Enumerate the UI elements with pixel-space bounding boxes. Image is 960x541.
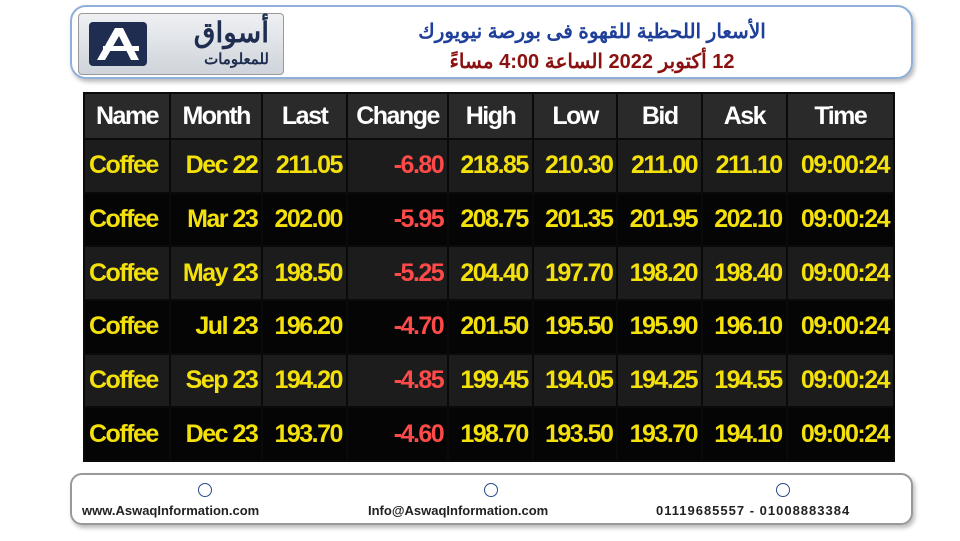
cell: 198.20 xyxy=(618,247,702,299)
table-row: Coffee Jul 23 196.20 -4.70 201.50 195.50 195.9… xyxy=(85,300,893,353)
column-header: Time xyxy=(787,94,893,138)
cell: 196.20 xyxy=(263,300,346,353)
website: www.AswaqInformation.com xyxy=(82,503,260,518)
header-row: Name Month Last Change High Low Bid Ask Time xyxy=(85,94,893,138)
footer: www.AswaqInformation.com Info@AswaqInfor… xyxy=(70,473,913,525)
column-header: Ask xyxy=(703,94,786,138)
cell: -4.60 xyxy=(347,408,448,460)
cell: Coffee xyxy=(85,247,170,299)
cell: 198.50 xyxy=(263,247,346,299)
logo: أسواق للمعلومات xyxy=(78,13,284,75)
cell: 211.00 xyxy=(618,140,702,192)
cell: 09:00:24 xyxy=(787,300,893,353)
email: Info@AswaqInformation.com xyxy=(368,503,549,518)
cell: Coffee xyxy=(85,140,170,192)
cell: 218.85 xyxy=(449,140,532,192)
cell: 201.50 xyxy=(449,300,532,353)
subtitle: 12 أكتوبر 2022 الساعة 4:00 مساءً xyxy=(449,51,735,73)
column-header: Month xyxy=(171,94,262,138)
cell: 193.70 xyxy=(618,408,702,460)
table-row: Coffee Dec 22 211.05 -6.80 218.85 210.30 211.0… xyxy=(85,140,893,192)
column-header: Name xyxy=(85,94,170,138)
cell: Sep 23 xyxy=(171,354,262,407)
header-card: أسواق للمعلومات الأسعار اللحظية للقهوة ف… xyxy=(70,5,913,79)
cell: -5.25 xyxy=(347,247,448,299)
cell: 09:00:24 xyxy=(787,140,893,192)
cell: 199.45 xyxy=(449,354,532,407)
cell: 197.70 xyxy=(533,247,617,299)
cell: Jul 23 xyxy=(171,300,262,353)
cell: 195.90 xyxy=(618,300,702,353)
cell: -6.80 xyxy=(347,140,448,192)
cell: 09:00:24 xyxy=(787,193,893,246)
logo-name: أسواق xyxy=(193,17,269,48)
cell: Coffee xyxy=(85,300,170,353)
cell: 202.10 xyxy=(703,193,786,246)
logo-icon xyxy=(89,22,147,66)
cell: Coffee xyxy=(85,193,170,246)
cell: -4.70 xyxy=(347,300,448,353)
cell: 194.25 xyxy=(618,354,702,407)
cell: 201.95 xyxy=(618,193,702,246)
table-row: Coffee May 23 198.50 -5.25 204.40 197.70 198.2… xyxy=(85,247,893,299)
cell: 196.10 xyxy=(703,300,786,353)
cell: Dec 23 xyxy=(171,408,262,460)
phone-icon xyxy=(776,483,790,497)
cell: -4.85 xyxy=(347,354,448,407)
title: الأسعار اللحظية للقهوة فى بورصة نيويورك xyxy=(418,21,766,43)
price-table: Name Month Last Change High Low Bid Ask Time Coff… xyxy=(83,92,895,462)
cell: 211.10 xyxy=(703,140,786,192)
cell: 204.40 xyxy=(449,247,532,299)
cell: 210.30 xyxy=(533,140,617,192)
cell: 09:00:24 xyxy=(787,247,893,299)
column-header: High xyxy=(449,94,532,138)
table-row: Coffee Dec 23 193.70 -4.60 198.70 193.50 193.7… xyxy=(85,408,893,460)
web-icon xyxy=(198,483,212,497)
cell: Coffee xyxy=(85,354,170,407)
cell: Dec 22 xyxy=(171,140,262,192)
cell: 194.05 xyxy=(533,354,617,407)
logo-tagline: للمعلومات xyxy=(204,51,269,68)
table-row: Coffee Mar 23 202.00 -5.95 208.75 201.35 201.9… xyxy=(85,193,893,246)
cell: May 23 xyxy=(171,247,262,299)
email-icon xyxy=(484,483,498,497)
column-header: Last xyxy=(263,94,346,138)
column-header: Low xyxy=(533,94,617,138)
table-row: Coffee Sep 23 194.20 -4.85 199.45 194.05 194.2… xyxy=(85,354,893,407)
column-header: Change xyxy=(347,94,448,138)
cell: 211.05 xyxy=(263,140,346,192)
phone: 01119685557 - 01008883384 xyxy=(656,503,851,518)
cell: -5.95 xyxy=(347,193,448,246)
column-header: Bid xyxy=(618,94,702,138)
cell: 198.40 xyxy=(703,247,786,299)
cell: Mar 23 xyxy=(171,193,262,246)
cell: 194.20 xyxy=(263,354,346,407)
cell: 198.70 xyxy=(449,408,532,460)
cell: 194.10 xyxy=(703,408,786,460)
cell: 193.70 xyxy=(263,408,346,460)
cell: 194.55 xyxy=(703,354,786,407)
cell: 09:00:24 xyxy=(787,408,893,460)
cell: Coffee xyxy=(85,408,170,460)
cell: 193.50 xyxy=(533,408,617,460)
cell: 09:00:24 xyxy=(787,354,893,407)
cell: 208.75 xyxy=(449,193,532,246)
cell: 195.50 xyxy=(533,300,617,353)
cell: 201.35 xyxy=(533,193,617,246)
cell: 202.00 xyxy=(263,193,346,246)
